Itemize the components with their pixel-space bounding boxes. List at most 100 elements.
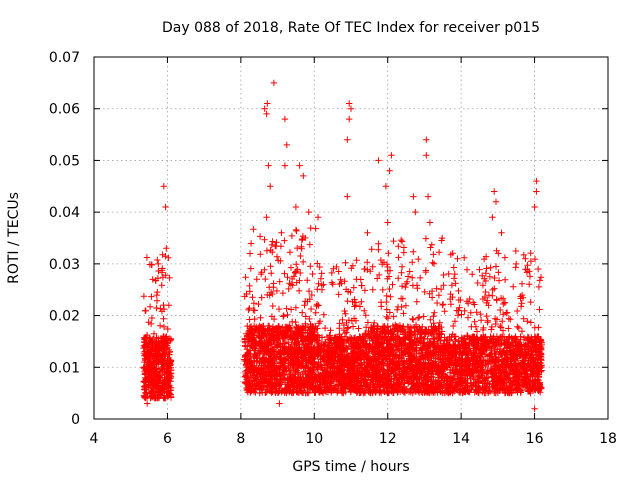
data-point (279, 289, 287, 297)
data-point (386, 285, 393, 293)
data-point (450, 264, 457, 271)
data-point (152, 388, 159, 395)
data-point (473, 328, 481, 335)
data-point (300, 258, 307, 266)
data-point (243, 360, 250, 367)
data-point (269, 302, 276, 310)
data-point (165, 254, 172, 261)
data-point (301, 350, 308, 358)
data-point (150, 392, 158, 399)
data-point (344, 297, 351, 305)
data-point (150, 330, 158, 337)
data-point (262, 364, 270, 371)
data-point (361, 307, 368, 314)
data-point (245, 306, 252, 314)
data-point (256, 379, 263, 386)
data-point (455, 307, 462, 314)
data-point (307, 330, 314, 337)
data-point (273, 354, 280, 361)
data-point (510, 283, 517, 290)
data-point (328, 269, 335, 277)
data-point (288, 382, 295, 389)
data-point (248, 366, 255, 374)
data-point (310, 355, 318, 362)
data-point (246, 305, 253, 312)
data-point (486, 273, 494, 280)
data-point (246, 288, 253, 295)
data-point (250, 300, 258, 307)
data-point (305, 346, 312, 354)
data-point (430, 313, 437, 320)
data-point (263, 247, 271, 254)
data-point (398, 263, 406, 270)
data-point (297, 252, 304, 260)
data-point (298, 236, 305, 244)
data-point (368, 246, 375, 253)
data-point (520, 251, 527, 259)
data-point (341, 307, 348, 315)
data-point (268, 241, 275, 249)
data-point (241, 356, 248, 363)
data-point (269, 238, 276, 245)
data-point (400, 244, 408, 251)
data-point (361, 287, 369, 294)
data-point (305, 359, 312, 366)
data-point (461, 307, 468, 315)
data-point (320, 281, 327, 288)
data-point (517, 303, 525, 310)
data-point (284, 274, 291, 281)
data-point (267, 263, 274, 270)
data-point (271, 337, 278, 344)
data-point (141, 386, 148, 393)
data-point (422, 268, 429, 276)
data-point (312, 225, 319, 232)
data-point (165, 302, 173, 309)
data-point (262, 350, 270, 358)
data-point (145, 319, 152, 326)
data-point (272, 388, 279, 396)
data-point (487, 264, 494, 271)
data-point (250, 322, 258, 330)
data-point (258, 332, 265, 339)
data-point (362, 312, 369, 319)
data-point (402, 302, 410, 309)
data-point (306, 296, 313, 303)
data-point (157, 305, 164, 312)
data-point (287, 354, 295, 361)
data-point (342, 259, 349, 266)
data-point (266, 387, 273, 394)
data-point (241, 338, 249, 345)
data-point (160, 333, 168, 340)
data-point (261, 266, 268, 273)
data-point (148, 261, 155, 268)
data-point (284, 311, 291, 319)
data-point (295, 287, 303, 295)
data-point (413, 298, 420, 305)
data-point (295, 341, 302, 348)
data-point (264, 339, 271, 346)
data-point (276, 380, 283, 387)
data-point (147, 335, 154, 343)
data-point (430, 260, 438, 267)
data-point (145, 365, 152, 372)
data-point (153, 355, 160, 362)
data-point (140, 349, 148, 357)
data-point (514, 307, 521, 315)
data-point (535, 324, 542, 331)
data-point (514, 323, 521, 330)
data-points (140, 79, 545, 412)
data-point (298, 245, 305, 252)
data-point (342, 310, 349, 317)
data-point (148, 293, 155, 300)
data-point (289, 372, 296, 379)
data-point (269, 290, 276, 298)
data-point (375, 240, 382, 247)
data-point (260, 345, 267, 352)
data-point (243, 346, 251, 353)
data-point (259, 385, 266, 393)
data-point (299, 235, 306, 243)
data-point (241, 373, 249, 380)
data-point (243, 290, 250, 298)
data-point (431, 309, 438, 316)
data-point (257, 251, 264, 258)
